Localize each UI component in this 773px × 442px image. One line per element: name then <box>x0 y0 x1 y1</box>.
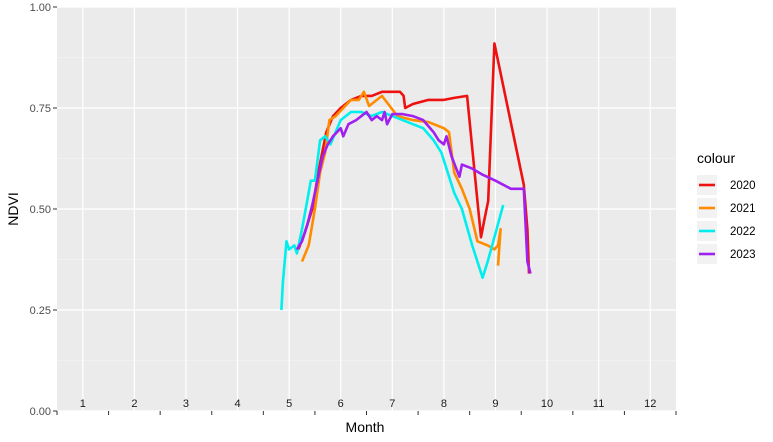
month-label: 10 <box>541 398 553 410</box>
month-label: 7 <box>389 398 395 410</box>
month-label: 11 <box>593 398 604 410</box>
month-label: 8 <box>441 398 447 410</box>
month-label: 5 <box>286 398 292 410</box>
series-line-2021 <box>300 90 502 266</box>
y-tick-label: 0.25 <box>30 305 51 317</box>
legend: colour 2020 2021 2022 2023 <box>697 150 756 264</box>
month-label: 1 <box>80 398 86 410</box>
month-label: 6 <box>338 398 344 410</box>
month-label: 12 <box>644 398 656 410</box>
legend-label-2022: 2022 <box>730 226 756 238</box>
legend-label-2021: 2021 <box>730 203 756 215</box>
y-tick-label: 0.50 <box>30 204 51 216</box>
y-tick-label: 0.00 <box>30 406 51 418</box>
month-label: 4 <box>234 398 240 410</box>
month-label: 3 <box>183 398 189 410</box>
legend-label-2020: 2020 <box>730 180 756 192</box>
series-lines <box>280 42 532 311</box>
y-axis-title: NDVI <box>5 192 21 225</box>
x-axis-title: Month <box>346 419 385 435</box>
series-line-2023 <box>295 110 532 274</box>
y-tick-label: 0.75 <box>30 103 51 115</box>
y-tick-label: 1.00 <box>30 2 51 14</box>
y-axis: 0.00 0.25 0.50 0.75 1.00 <box>30 2 57 418</box>
x-axis <box>56 411 677 415</box>
month-label: 2 <box>131 398 137 410</box>
legend-title: colour <box>697 150 735 166</box>
month-labels: 1 2 3 4 5 6 7 8 9 10 11 12 <box>80 398 657 410</box>
legend-label-2023: 2023 <box>730 249 756 261</box>
month-label: 9 <box>492 398 498 410</box>
grid-lines <box>57 6 676 412</box>
